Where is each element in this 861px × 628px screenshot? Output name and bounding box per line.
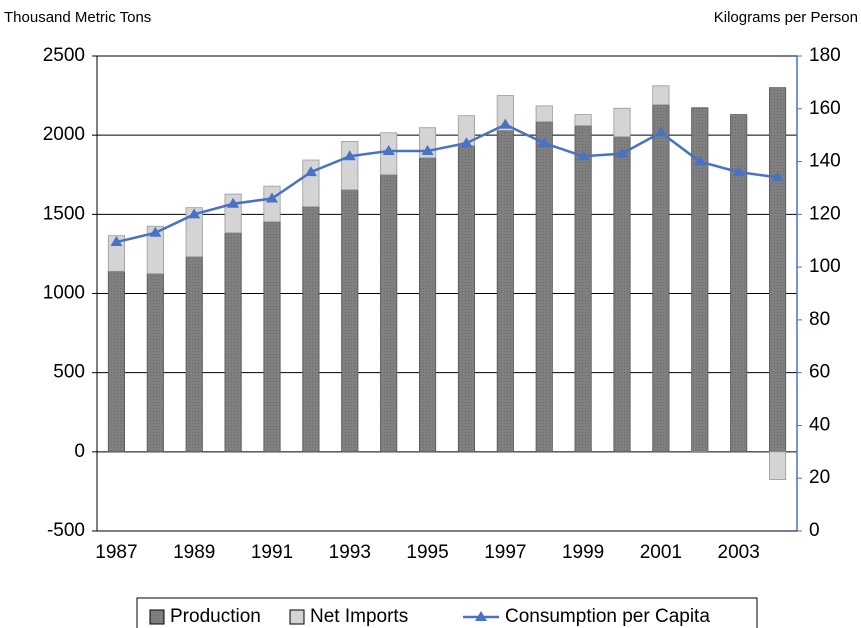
bar: [535, 105, 553, 123]
y2-tick-label: 100: [809, 256, 841, 277]
line-marker: [382, 145, 395, 155]
bar: [263, 221, 281, 453]
y-tick-label: 0: [74, 441, 85, 462]
bar: [418, 157, 437, 453]
bar: [224, 232, 242, 453]
bar: [263, 185, 281, 223]
bar: [535, 121, 553, 453]
bar: [652, 85, 670, 106]
bar: [496, 130, 514, 453]
y2-tick-label: 160: [809, 98, 841, 119]
line-marker: [499, 118, 512, 129]
y2-tick-label: 80: [809, 309, 830, 330]
legend-swatch: [289, 609, 305, 625]
x-tick-label: 2001: [640, 542, 682, 563]
bar: [730, 114, 748, 453]
bar: [185, 207, 203, 258]
bar: [691, 451, 709, 454]
bar: [574, 114, 592, 127]
line-marker: [188, 208, 201, 219]
line-marker: [421, 145, 434, 155]
line-marker: [304, 166, 317, 177]
y-tick-label: 500: [53, 362, 85, 383]
line-marker: [577, 150, 590, 161]
bar: [107, 270, 126, 453]
line-marker: [266, 192, 278, 203]
y-tick-label: 2000: [43, 124, 85, 145]
bar: [302, 206, 320, 453]
bar: [380, 174, 398, 453]
legend-label: Production: [170, 606, 261, 627]
x-tick-label: 1993: [329, 542, 371, 563]
legend-label: Net Imports: [310, 606, 408, 627]
y2-tick-label: 20: [809, 467, 830, 488]
line-marker: [460, 137, 473, 148]
bar: [146, 225, 164, 275]
y2-axis-title: Kilograms per Person: [714, 9, 858, 26]
y-tick-label: 1500: [43, 203, 85, 224]
bar: [185, 256, 203, 453]
y-tick-label: 2500: [43, 45, 85, 66]
y2-tick-label: 60: [809, 362, 830, 383]
legend-box: [136, 597, 758, 628]
line-marker: [227, 197, 240, 208]
line-marker: [693, 155, 706, 166]
x-tick-label: 1987: [95, 542, 137, 563]
bar: [574, 125, 592, 453]
bar: [768, 87, 787, 453]
x-tick-label: 1999: [562, 542, 604, 563]
x-tick-label: 1991: [251, 542, 293, 563]
x-tick-label: 1997: [484, 542, 526, 563]
y-tick-label: 1000: [43, 283, 85, 304]
legend-swatch: [149, 609, 165, 625]
line-marker: [538, 137, 551, 148]
line-marker: [616, 147, 628, 158]
bar: [146, 273, 164, 453]
bar: [768, 451, 787, 480]
line: [116, 123, 778, 244]
line-marker: [110, 236, 123, 247]
bar: [341, 141, 359, 191]
line-marker: [771, 171, 784, 182]
y2-tick-label: 0: [809, 520, 820, 541]
y-axis-title: Thousand Metric Tons: [4, 9, 151, 26]
bar: [457, 145, 476, 453]
y2-tick-label: 120: [809, 203, 841, 224]
x-tick-label: 1995: [406, 542, 448, 563]
y2-tick-label: 40: [809, 414, 830, 435]
bar: [613, 136, 631, 453]
x-tick-label: 1989: [173, 542, 215, 563]
y-tick-label: -500: [47, 520, 85, 541]
legend-marker: [475, 611, 487, 621]
x-tick-label: 2003: [718, 542, 760, 563]
legend-label: Consumption per Capita: [505, 606, 710, 627]
line-marker: [732, 166, 745, 177]
bar: [496, 95, 514, 131]
line-marker: [654, 126, 667, 137]
bar: [652, 104, 670, 453]
bar: [613, 107, 631, 138]
line-marker: [343, 150, 356, 161]
y2-tick-label: 180: [809, 45, 841, 66]
line-marker: [149, 226, 162, 237]
bar: [341, 189, 359, 453]
y2-tick-label: 140: [809, 151, 841, 172]
